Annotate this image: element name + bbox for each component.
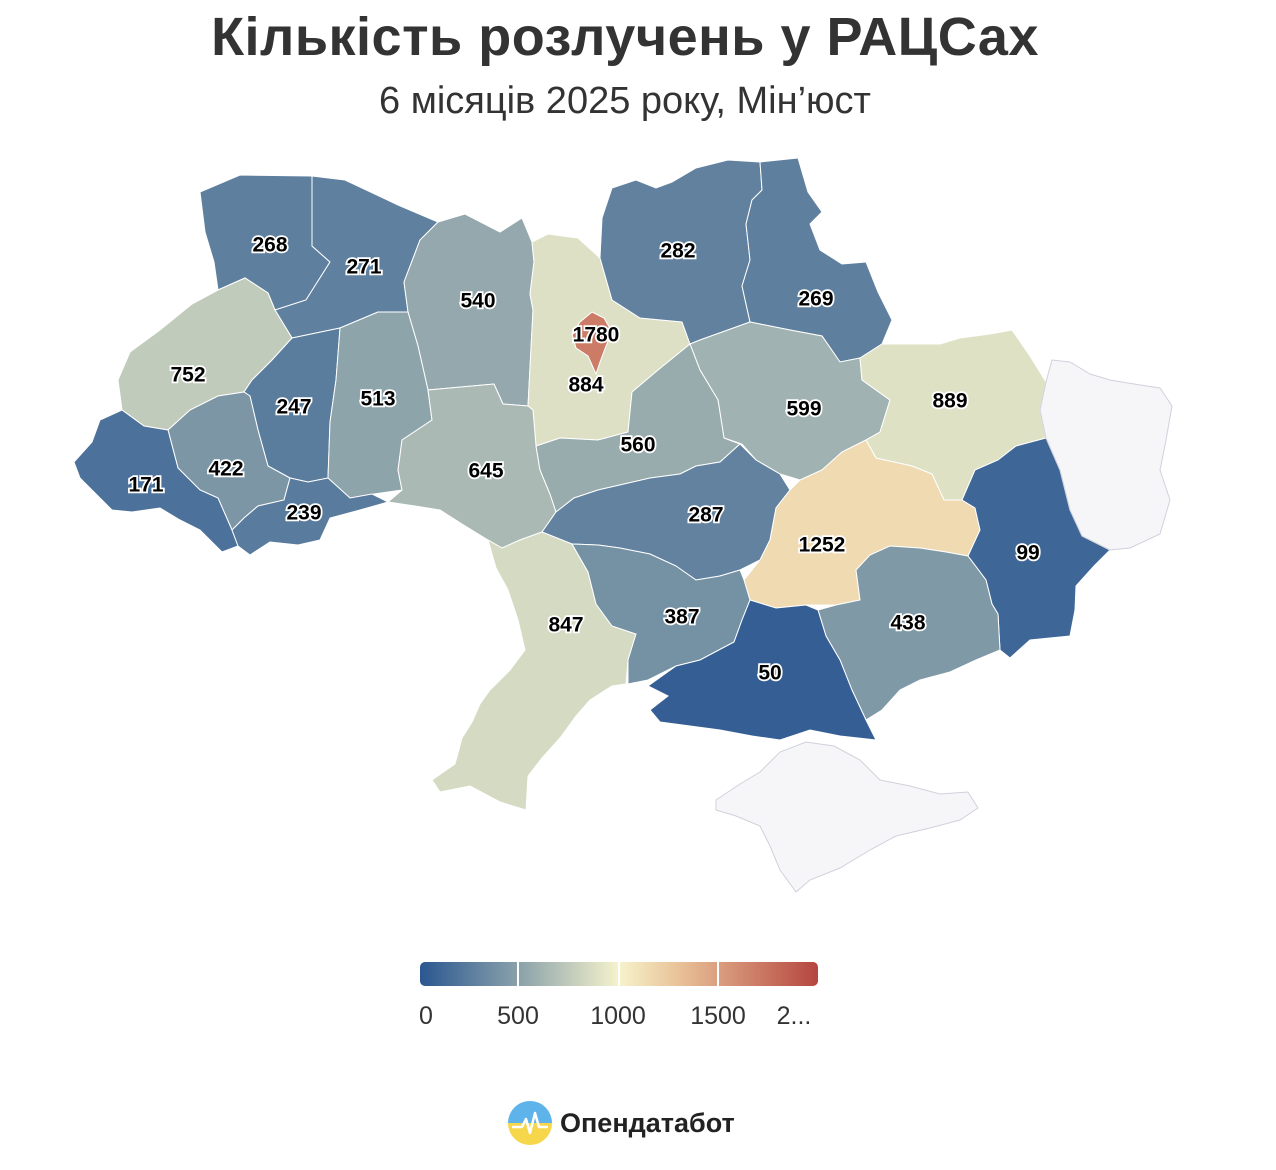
value-label-kharkivska: 889	[932, 390, 967, 413]
legend-tick	[618, 962, 620, 986]
legend-label-500: 500	[497, 1002, 539, 1030]
value-label-chernihivska: 282	[660, 240, 695, 263]
value-label-odeska: 847	[548, 614, 583, 637]
value-label-zhytomyrska: 540	[460, 290, 495, 313]
value-label-ternopilska: 247	[276, 396, 311, 419]
value-label-ivano-frankivska: 422	[208, 458, 243, 481]
legend-tick	[517, 962, 519, 986]
region-khersonska[interactable]: Херсонська	[647, 599, 877, 741]
value-label-zakarpatska: 171	[128, 474, 163, 497]
value-label-m-kyiv: 1780	[573, 324, 620, 347]
brand: Опендатабот	[508, 1100, 735, 1146]
value-label-rivnenska: 271	[346, 256, 381, 279]
map-subtitle: 6 місяців 2025 року, Мін’юст	[379, 80, 871, 122]
value-label-mykolaivska: 387	[664, 606, 699, 629]
value-label-volynska: 268	[252, 234, 287, 257]
legend-labels: 0 500 1000 1500 2...	[400, 1002, 840, 1034]
value-label-chernivetska: 239	[286, 502, 321, 525]
ukraine-choropleth-map: ВолинськаРівненськаЖитомирськаКиївськаЧе…	[73, 157, 1173, 893]
value-label-poltavska: 599	[786, 398, 821, 421]
value-label-kirovohradska: 287	[688, 504, 723, 527]
region-m-kyiv[interactable]: м. Київ	[571, 311, 613, 376]
region-ar-krym[interactable]: АР Крим	[715, 741, 979, 893]
legend-label-0: 0	[419, 1002, 433, 1030]
value-label-khersonska: 50	[758, 662, 781, 685]
legend-tick	[717, 962, 719, 986]
brand-name: Опендатабот	[560, 1107, 735, 1138]
color-scale-legend	[420, 962, 818, 986]
legend-label-1500: 1500	[690, 1002, 746, 1030]
value-label-zaporizka: 438	[890, 612, 925, 635]
value-label-vinnytska: 645	[468, 460, 503, 483]
region-luhanska[interactable]: Луганська	[1039, 359, 1173, 551]
map-title: Кількість розлучень у РАЦСах	[211, 7, 1039, 67]
value-label-khmelnytska: 513	[360, 388, 395, 411]
region-chernivetska[interactable]: Чернівецька	[231, 477, 390, 556]
opendatabot-logo-icon	[508, 1101, 552, 1145]
value-label-lvivska: 752	[170, 364, 205, 387]
region-zakarpatska[interactable]: Закарпатська	[73, 409, 239, 553]
legend-label-1000: 1000	[590, 1002, 646, 1030]
value-label-dnipropetrovska: 1252	[799, 534, 846, 557]
value-label-sumska: 269	[798, 288, 833, 311]
value-label-kyivska: 884	[568, 374, 603, 397]
legend-label-max: 2...	[776, 1002, 812, 1030]
value-label-donetska: 99	[1016, 542, 1039, 565]
value-label-cherkaska: 560	[620, 434, 655, 457]
